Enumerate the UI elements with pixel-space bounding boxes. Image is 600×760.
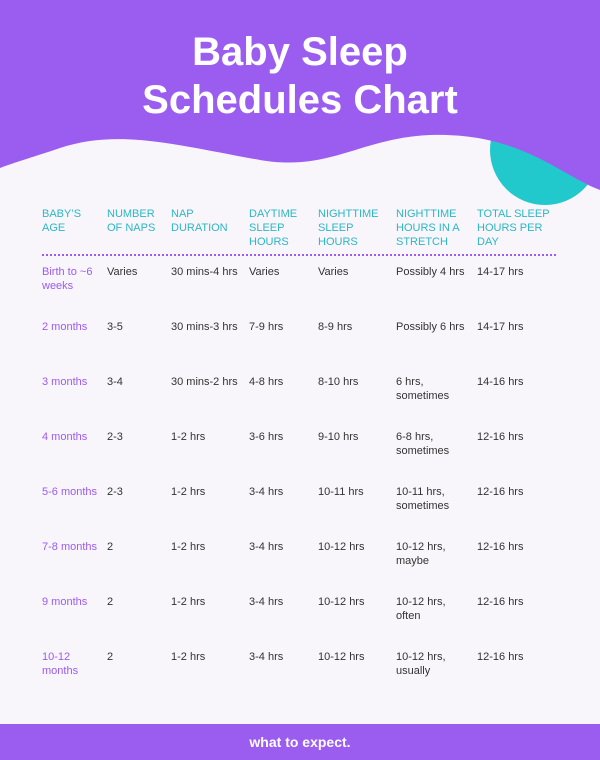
cell: 1-2 hrs [171, 431, 206, 443]
column-header: NIGHTTIME HOURS IN A STRETCH [396, 208, 459, 248]
row-label: 2 months [42, 321, 88, 333]
column-header: BABY’S AGE [42, 208, 82, 234]
cell: 12-16 hrs [477, 431, 524, 443]
row-label: 3 months [42, 376, 88, 388]
cell: 10-12 hrs, usually [396, 651, 446, 677]
cell: 3-4 hrs [249, 651, 284, 663]
cell: 2-3 [107, 431, 123, 443]
cell: 2 [107, 541, 114, 553]
brand: what to expect. [249, 734, 351, 750]
cell: 1-2 hrs [171, 651, 206, 663]
cell: 2-3 [107, 486, 123, 498]
column-header: NAP DURATION [171, 208, 228, 234]
cell: 1-2 hrs [171, 596, 206, 608]
cell: 7-9 hrs [249, 321, 284, 333]
cell: 2 [107, 596, 114, 608]
cell: 10-12 hrs [318, 541, 365, 553]
cell: Varies [249, 266, 280, 278]
cell: 6-8 hrs, sometimes [396, 431, 450, 457]
cell: 14-17 hrs [477, 266, 524, 278]
column-header: NIGHTTIME SLEEP HOURS [318, 208, 379, 248]
title-line: Schedules Chart [142, 78, 458, 122]
cell: 2 [107, 651, 114, 663]
cell: 3-4 hrs [249, 486, 284, 498]
cell: 3-4 hrs [249, 541, 284, 553]
cell: 3-4 [107, 376, 123, 388]
cell: 10-12 hrs [318, 651, 365, 663]
row-label: Birth to ~6 weeks [42, 266, 93, 292]
cell: 8-9 hrs [318, 321, 353, 333]
column-header: DAYTIME SLEEP HOURS [249, 208, 298, 248]
cell: 30 mins-2 hrs [171, 376, 238, 388]
row-label: 5-6 months [42, 486, 98, 498]
cell: 12-16 hrs [477, 596, 524, 608]
cell: 12-16 hrs [477, 486, 524, 498]
cell: 10-11 hrs [318, 486, 364, 498]
cell: 1-2 hrs [171, 541, 206, 553]
column-header: NUMBER OF NAPS [107, 208, 156, 234]
cell: 30 mins-3 hrs [171, 321, 238, 333]
divider [42, 254, 556, 256]
cell: Possibly 4 hrs [396, 266, 465, 278]
cell: 6 hrs, sometimes [396, 376, 450, 402]
title-line: Baby Sleep [192, 30, 408, 74]
row-label: 7-8 months [42, 541, 98, 553]
cell: 4-8 hrs [249, 376, 284, 388]
row-label: 9 months [42, 596, 88, 608]
footer: what to expect. [0, 724, 600, 760]
cell: 1-2 hrs [171, 486, 206, 498]
cell: 10-11 hrs, sometimes [396, 486, 450, 512]
cell: Possibly 6 hrs [396, 321, 465, 333]
row-label: 4 months [42, 431, 88, 443]
cell: 14-17 hrs [477, 321, 524, 333]
column-header: TOTAL SLEEP HOURS PER DAY [477, 208, 550, 248]
header-wave [0, 0, 600, 190]
cell: Varies [107, 266, 138, 278]
cell: 12-16 hrs [477, 651, 524, 663]
cell: 3-5 [107, 321, 123, 333]
cell: 9-10 hrs [318, 431, 359, 443]
cell: 3-4 hrs [249, 596, 284, 608]
cell: 10-12 hrs, often [396, 596, 446, 622]
cell: 3-6 hrs [249, 431, 284, 443]
row-label: 10-12 months [42, 651, 79, 677]
cell: 12-16 hrs [477, 541, 524, 553]
cell: Varies [318, 266, 349, 278]
cell: 8-10 hrs [318, 376, 359, 388]
cell: 10-12 hrs, maybe [396, 541, 446, 567]
cell: 14-16 hrs [477, 376, 524, 388]
cell: 30 mins-4 hrs [171, 266, 238, 278]
cell: 10-12 hrs [318, 596, 365, 608]
